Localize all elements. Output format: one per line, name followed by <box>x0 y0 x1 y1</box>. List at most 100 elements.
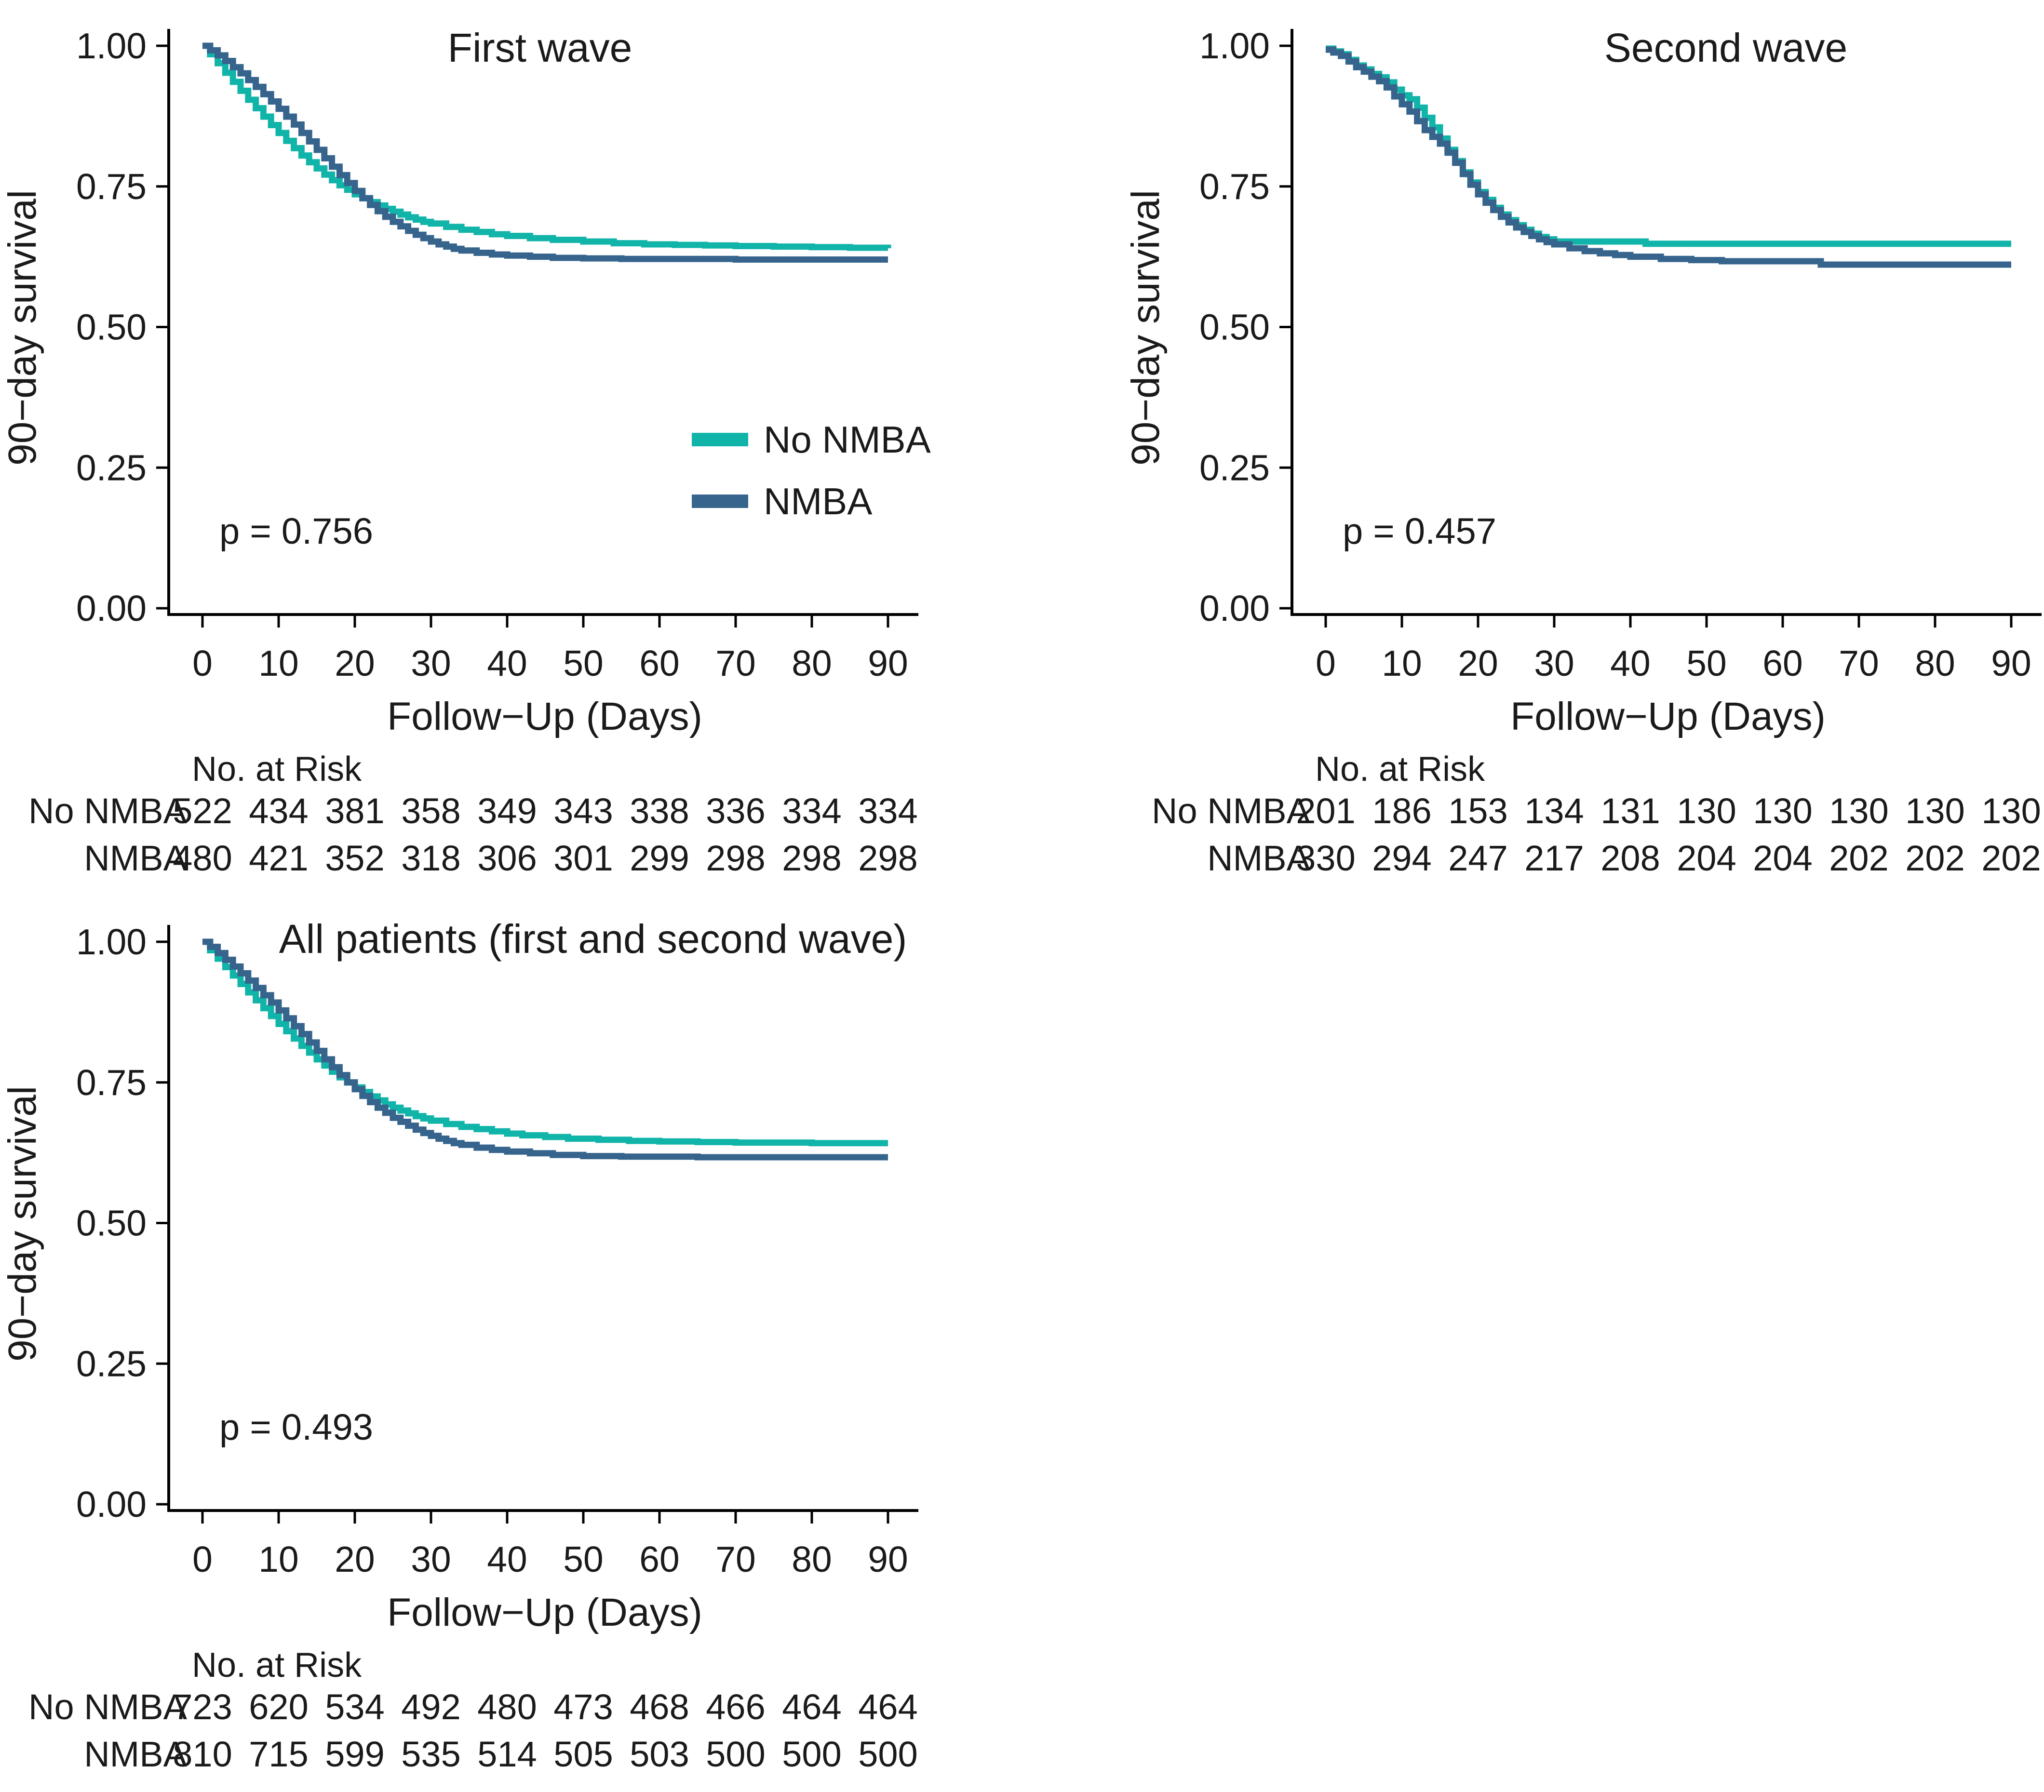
risk-count: 201 <box>1296 791 1355 831</box>
x-tick-label: 80 <box>792 643 832 683</box>
y-axis-label: 90−day survival <box>0 1086 44 1362</box>
risk-row-label: NMBA <box>84 1734 187 1774</box>
risk-row-label: No NMBA <box>28 1687 188 1727</box>
risk-count: 134 <box>1524 791 1584 831</box>
risk-count: 468 <box>630 1687 689 1727</box>
y-tick-label: 0.50 <box>1199 307 1270 348</box>
risk-count: 294 <box>1372 838 1431 878</box>
x-tick-label: 20 <box>1458 643 1498 683</box>
risk-count: 202 <box>1905 838 1964 878</box>
risk-count: 473 <box>553 1687 613 1727</box>
km-curve-no-nmba <box>202 938 888 1147</box>
km-curve-nmba <box>1326 46 2011 268</box>
km-curve-no-nmba <box>202 42 891 251</box>
risk-count: 464 <box>782 1687 841 1727</box>
risk-count: 204 <box>1753 838 1812 878</box>
risk-count: 500 <box>858 1734 917 1774</box>
x-tick-label: 70 <box>715 1539 755 1579</box>
risk-count: 492 <box>401 1687 460 1727</box>
risk-count: 343 <box>553 791 613 831</box>
panel-title: All patients (first and second wave) <box>279 916 907 962</box>
y-axis-label: 90−day survival <box>1124 190 1168 466</box>
risk-count: 358 <box>401 791 460 831</box>
risk-count: 130 <box>1905 791 1964 831</box>
y-axis-label: 90−day survival <box>0 190 44 466</box>
x-tick-label: 60 <box>639 1539 679 1579</box>
x-tick-label: 20 <box>335 643 375 683</box>
risk-count: 421 <box>249 838 308 878</box>
risk-row-label: No NMBA <box>28 791 188 831</box>
x-tick-label: 50 <box>1686 643 1726 683</box>
risk-count: 514 <box>477 1734 537 1774</box>
x-tick-label: 0 <box>1316 643 1336 683</box>
km-curve-no-nmba <box>1326 45 2011 247</box>
x-tick-label: 70 <box>715 643 755 683</box>
risk-count: 202 <box>1981 838 2041 878</box>
x-tick-label: 10 <box>258 643 298 683</box>
y-tick-label: 0.75 <box>1199 166 1270 207</box>
risk-count: 810 <box>173 1734 232 1774</box>
risk-count: 301 <box>553 838 613 878</box>
panel-title: First wave <box>448 25 632 70</box>
risk-count: 715 <box>249 1734 308 1774</box>
km-panel-all-patients: 1.00 0.75 0.50 0.25 0.00 0 10 20 30 40 50 60 70 80 90… <box>0 916 918 1774</box>
x-tick-label: 30 <box>1534 643 1574 683</box>
x-tick-label: 10 <box>258 1539 298 1579</box>
x-tick-label: 50 <box>563 643 603 683</box>
x-tick-label: 50 <box>563 1539 603 1579</box>
risk-count: 535 <box>401 1734 460 1774</box>
y-tick-label: 1.00 <box>1199 26 1270 66</box>
risk-count: 299 <box>630 838 689 878</box>
risk-count: 620 <box>249 1687 308 1727</box>
risk-count: 334 <box>782 791 841 831</box>
y-tick-label: 1.00 <box>76 922 147 962</box>
risk-count: 334 <box>858 791 917 831</box>
x-tick-label: 60 <box>1762 643 1802 683</box>
risk-table-header: No. at Risk <box>192 1646 362 1685</box>
x-axis-label: Follow−Up (Days) <box>1510 695 1826 738</box>
legend-label-nmba: NMBA <box>764 480 872 522</box>
risk-count: 130 <box>1981 791 2041 831</box>
y-tick-label: 0.00 <box>76 588 147 629</box>
p-value: p = 0.756 <box>219 511 373 552</box>
risk-count: 522 <box>173 791 232 831</box>
x-tick-label: 60 <box>639 643 679 683</box>
risk-count: 480 <box>477 1687 537 1727</box>
x-tick-label: 40 <box>1610 643 1650 683</box>
risk-count: 153 <box>1448 791 1507 831</box>
x-tick-label: 10 <box>1382 643 1422 683</box>
risk-table-header: No. at Risk <box>1315 750 1485 789</box>
risk-count: 381 <box>325 791 384 831</box>
risk-row-label: NMBA <box>1207 838 1310 878</box>
x-tick-label: 30 <box>411 643 451 683</box>
y-tick-label: 1.00 <box>76 26 147 66</box>
x-tick-label: 90 <box>868 1539 908 1579</box>
panel-cell-second-wave: 1.00 0.75 0.50 0.25 0.00 0 10 20 30 40 50 60 70 80 90… <box>1022 0 2044 896</box>
risk-count: 349 <box>477 791 537 831</box>
risk-count: 352 <box>325 838 384 878</box>
risk-count: 330 <box>1296 838 1355 878</box>
panel-cell-first-wave: 1.00 0.75 0.50 0.25 0.00 0 10 20 30 40 50 60 70 80 90… <box>0 0 1022 896</box>
x-tick-label: 20 <box>335 1539 375 1579</box>
x-tick-label: 90 <box>1991 643 2031 683</box>
y-tick-label: 0.50 <box>76 307 147 348</box>
y-tick-label: 0.25 <box>76 447 147 488</box>
risk-count: 318 <box>401 838 460 878</box>
risk-count: 336 <box>706 791 765 831</box>
risk-count: 434 <box>249 791 308 831</box>
risk-table-header: No. at Risk <box>192 750 362 789</box>
x-tick-label: 80 <box>1915 643 1955 683</box>
risk-count: 599 <box>325 1734 384 1774</box>
risk-count: 202 <box>1829 838 1888 878</box>
km-panel-second-wave: 1.00 0.75 0.50 0.25 0.00 0 10 20 30 40 50 60 70 80 90… <box>1124 25 2042 878</box>
p-value: p = 0.457 <box>1343 511 1496 552</box>
x-tick-label: 0 <box>192 643 213 683</box>
risk-count: 505 <box>553 1734 613 1774</box>
y-tick-label: 0.50 <box>76 1203 147 1244</box>
risk-count: 466 <box>706 1687 765 1727</box>
risk-count: 298 <box>858 838 917 878</box>
legend-label-no-nmba: No NMBA <box>764 418 931 461</box>
y-tick-label: 0.25 <box>1199 447 1270 488</box>
km-curve-nmba <box>202 938 888 1161</box>
